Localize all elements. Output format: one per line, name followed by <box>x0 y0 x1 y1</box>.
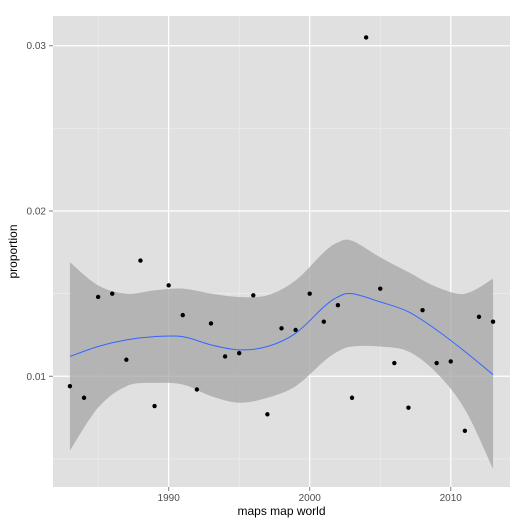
data-point <box>363 35 369 40</box>
data-point <box>321 319 327 324</box>
data-point <box>490 319 496 324</box>
data-point <box>462 428 468 434</box>
data-point <box>434 360 439 366</box>
data-point <box>67 383 73 389</box>
data-point <box>110 291 115 296</box>
data-point <box>378 286 383 291</box>
data-points <box>67 35 496 434</box>
plot-panel <box>53 16 510 487</box>
x-tick-label: 2000 <box>299 493 322 504</box>
axes: 1990 2000 2010 0.01 0.02 0.03 <box>27 41 463 504</box>
data-point <box>138 258 143 263</box>
data-point <box>476 314 482 319</box>
data-point <box>222 354 228 359</box>
y-tick-label: 0.01 <box>27 372 47 383</box>
confidence-band-layer <box>69 239 494 469</box>
data-point <box>124 357 129 362</box>
data-point <box>236 350 242 356</box>
data-point <box>349 395 355 400</box>
x-axis-title: maps map world <box>237 504 325 518</box>
data-point <box>448 359 453 364</box>
data-point <box>166 283 171 288</box>
data-point <box>307 291 312 296</box>
data-point <box>180 312 185 318</box>
smooth-line-layer <box>69 292 494 376</box>
plot-background <box>53 16 510 487</box>
y-tick-label: 0.03 <box>27 41 47 52</box>
data-point <box>81 395 87 400</box>
data-point <box>95 294 101 300</box>
data-point <box>279 326 284 331</box>
data-point <box>420 307 425 313</box>
confidence-band <box>69 239 494 469</box>
data-point <box>335 303 341 308</box>
y-tick-label: 0.02 <box>27 207 47 218</box>
data-point <box>406 405 411 410</box>
y-axis-title: proportion <box>6 224 20 278</box>
data-point <box>265 412 270 417</box>
smooth-trend-line <box>69 292 494 376</box>
data-point <box>293 327 298 333</box>
data-point <box>251 293 256 298</box>
data-point <box>194 387 200 392</box>
data-point <box>392 360 397 366</box>
data-point <box>152 403 157 409</box>
x-tick-label: 2010 <box>440 493 463 504</box>
x-tick-label: 1990 <box>158 493 181 504</box>
data-point <box>208 321 214 326</box>
